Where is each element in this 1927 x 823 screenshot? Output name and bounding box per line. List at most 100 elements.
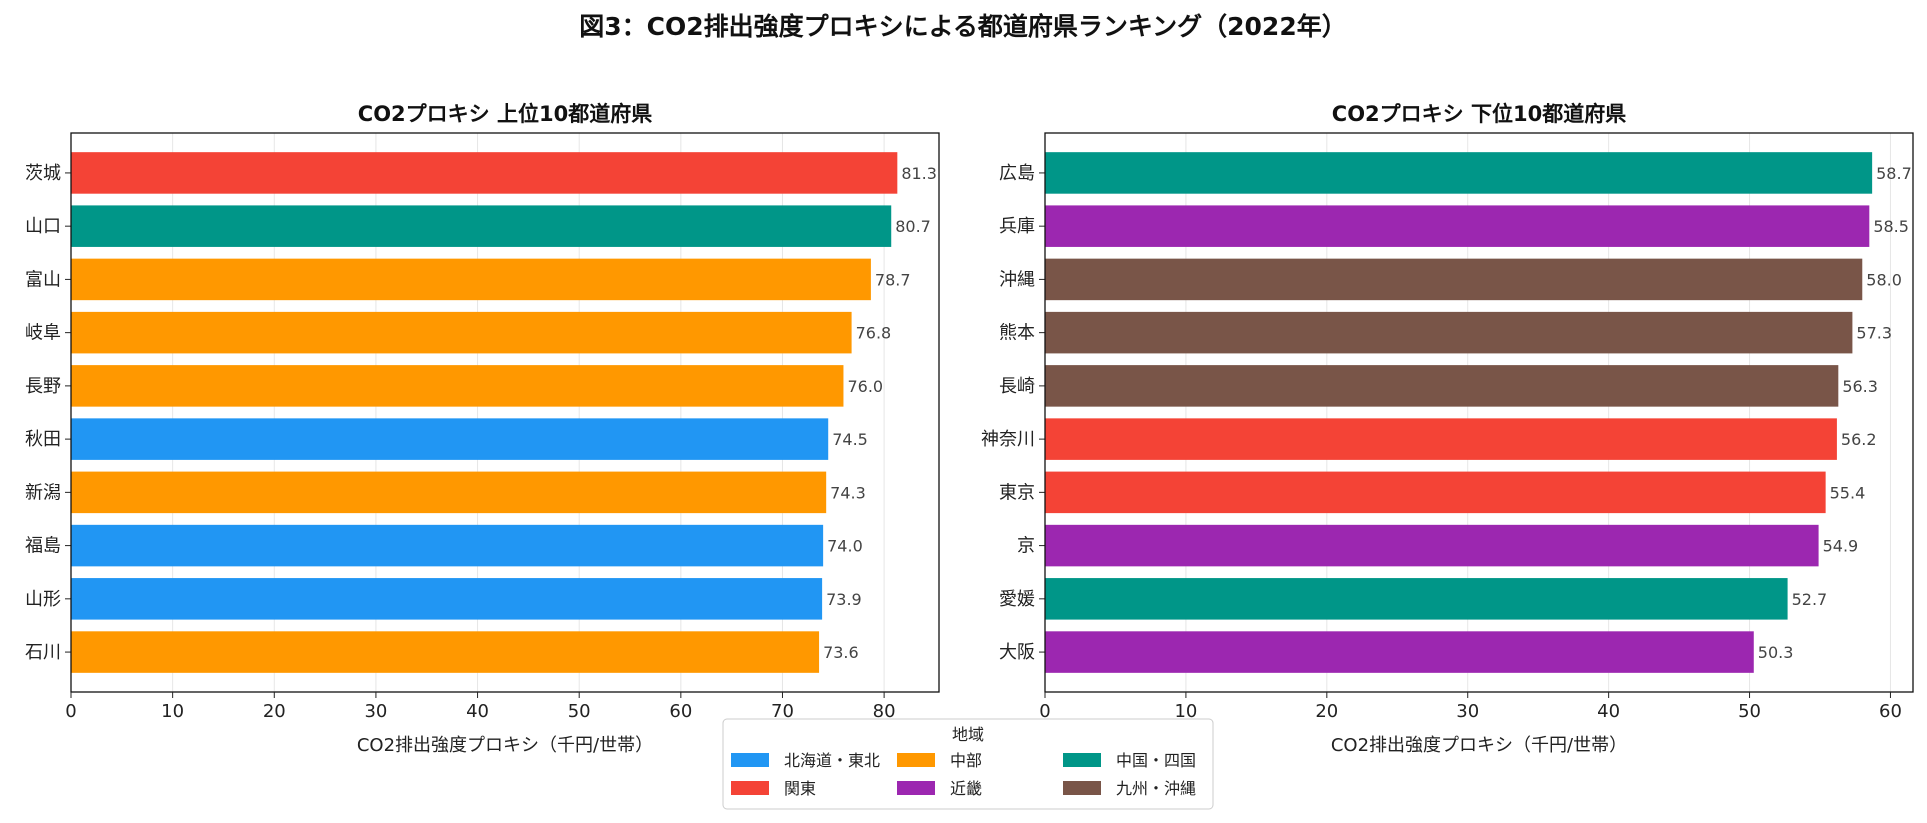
value-label: 74.3 — [830, 483, 866, 502]
bar — [1045, 471, 1826, 514]
x-axis-label: CO2排出強度プロキシ（千円/世帯） — [357, 735, 653, 756]
x-tick-label: 40 — [466, 701, 489, 722]
plot-frame — [70, 132, 940, 693]
legend-swatch — [1063, 753, 1101, 767]
value-label: 81.3 — [901, 164, 937, 183]
category-label: 長崎 — [999, 376, 1035, 397]
value-label: 73.6 — [823, 643, 859, 662]
category-label: 新潟 — [25, 482, 61, 503]
value-label: 56.3 — [1842, 377, 1878, 396]
legend-swatch — [897, 781, 935, 795]
bar — [1045, 578, 1788, 620]
bar — [71, 471, 827, 514]
value-label: 74.0 — [827, 537, 863, 556]
category-label: 茨城 — [25, 163, 61, 184]
bar — [71, 578, 823, 620]
bar — [71, 152, 898, 194]
x-tick-label: 50 — [568, 701, 591, 722]
x-tick-label: 30 — [364, 701, 387, 722]
value-label: 78.7 — [875, 270, 911, 289]
value-label: 76.0 — [847, 377, 883, 396]
legend-entry: 北海道・東北 — [784, 751, 880, 770]
legend-entry: 九州・沖縄 — [1116, 779, 1196, 798]
category-label: 熊本 — [999, 323, 1035, 344]
legend-entry: 中国・四国 — [1116, 751, 1196, 770]
x-tick-label: 50 — [1738, 701, 1761, 722]
value-label: 54.9 — [1823, 537, 1859, 556]
category-label: 福島 — [25, 536, 61, 557]
value-label: 58.5 — [1873, 217, 1909, 236]
category-label: 富山 — [25, 269, 61, 290]
bar — [1045, 418, 1837, 460]
category-label: 大阪 — [999, 642, 1035, 663]
category-label: 岐阜 — [25, 323, 61, 344]
legend-swatch — [1063, 781, 1101, 795]
bar — [71, 524, 824, 567]
category-label: 広島 — [999, 163, 1035, 184]
legend-entry: 近畿 — [950, 779, 982, 798]
category-label: 兵庫 — [999, 216, 1035, 237]
category-label: 山口 — [25, 216, 61, 237]
category-label: 京 — [1017, 536, 1035, 557]
x-tick-label: 60 — [1879, 701, 1902, 722]
value-label: 56.2 — [1841, 430, 1877, 449]
value-label: 58.7 — [1876, 164, 1912, 183]
panel-title: CO2プロキシ 下位10都道府県 — [1332, 102, 1626, 126]
bar — [1045, 258, 1863, 301]
category-label: 秋田 — [25, 429, 61, 450]
bar — [71, 205, 892, 247]
legend-entry: 中部 — [950, 751, 982, 770]
value-label: 73.9 — [826, 590, 862, 609]
legend-title: 地域 — [952, 725, 984, 744]
value-label: 52.7 — [1792, 590, 1828, 609]
bar — [1045, 524, 1819, 567]
value-label: 50.3 — [1758, 643, 1794, 662]
legend-swatch — [731, 753, 769, 767]
x-tick-label: 0 — [65, 701, 76, 722]
plot-frame — [1044, 132, 1914, 693]
bar — [71, 365, 844, 407]
x-tick-label: 70 — [771, 701, 794, 722]
legend-swatch — [897, 753, 935, 767]
bar — [71, 631, 820, 673]
bar — [1045, 631, 1754, 673]
bar — [71, 311, 852, 354]
x-tick-label: 20 — [263, 701, 286, 722]
x-tick-label: 10 — [161, 701, 184, 722]
category-label: 沖縄 — [999, 269, 1035, 290]
bar — [1045, 152, 1873, 194]
category-label: 山形 — [25, 589, 61, 610]
x-tick-label: 40 — [1597, 701, 1620, 722]
category-label: 長野 — [25, 376, 61, 397]
x-tick-label: 0 — [1039, 701, 1050, 722]
x-tick-label: 20 — [1315, 701, 1338, 722]
value-label: 76.8 — [856, 324, 892, 343]
x-tick-label: 10 — [1174, 701, 1197, 722]
value-label: 80.7 — [895, 217, 931, 236]
x-tick-label: 60 — [669, 701, 692, 722]
bar — [1045, 365, 1839, 407]
value-label: 55.4 — [1830, 483, 1866, 502]
category-label: 石川 — [25, 642, 61, 663]
panel-title: CO2プロキシ 上位10都道府県 — [358, 102, 652, 126]
category-label: 東京 — [999, 482, 1035, 503]
bar — [1045, 311, 1853, 354]
category-label: 神奈川 — [981, 429, 1035, 450]
value-label: 74.5 — [832, 430, 868, 449]
legend-entry: 関東 — [784, 779, 816, 798]
bar — [71, 258, 871, 301]
bar — [71, 418, 829, 460]
x-tick-label: 30 — [1456, 701, 1479, 722]
bar — [1045, 205, 1870, 247]
value-label: 58.0 — [1866, 270, 1902, 289]
figure-title: 図3：CO2排出強度プロキシによる都道府県ランキング（2022年） — [579, 12, 1346, 41]
value-label: 57.3 — [1856, 324, 1892, 343]
legend-swatch — [731, 781, 769, 795]
category-label: 愛媛 — [999, 589, 1035, 610]
x-axis-label: CO2排出強度プロキシ（千円/世帯） — [1331, 735, 1627, 756]
x-tick-label: 80 — [873, 701, 896, 722]
